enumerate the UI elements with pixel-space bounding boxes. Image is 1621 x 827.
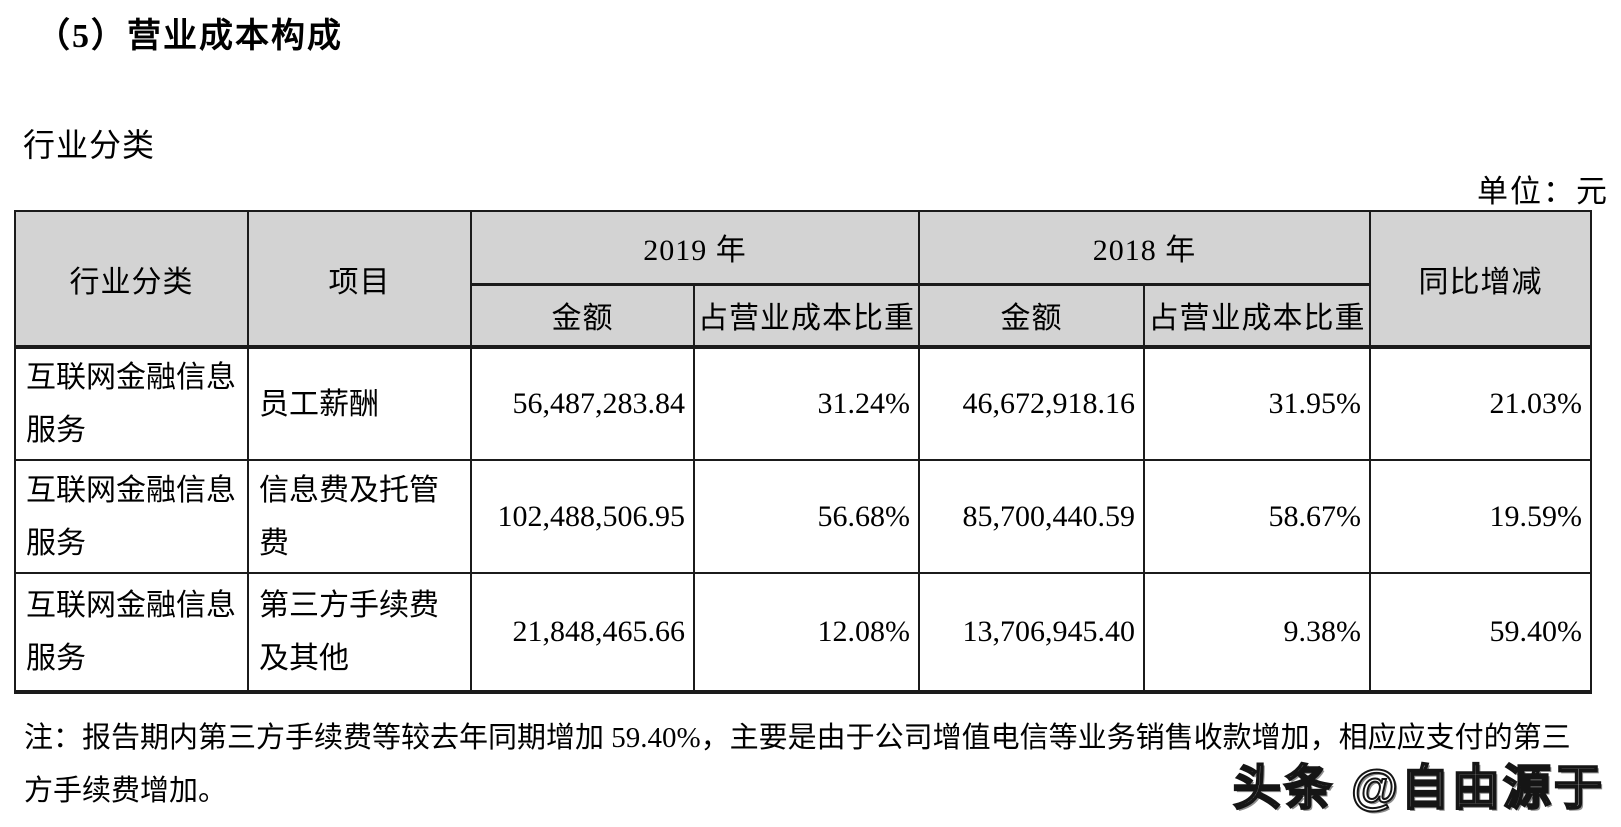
operating-cost-table: 行业分类 项目 2019 年 2018 年 同比增减 金额 占营业成本比重 金额… xyxy=(14,210,1592,694)
cell-ratio-2018: 31.95% xyxy=(1143,346,1371,461)
cell-industry: 互联网金融信息服务 xyxy=(14,459,249,574)
table-row: 互联网金融信息服务 信息费及托管费 102,488,506.95 56.68% … xyxy=(14,459,1592,574)
header-year-2018: 2018 年 xyxy=(918,210,1371,286)
page-title: （5）营业成本构成 xyxy=(36,18,343,55)
cell-industry: 互联网金融信息服务 xyxy=(14,346,249,461)
header-industry: 行业分类 xyxy=(14,210,249,349)
cell-ratio-2019: 31.24% xyxy=(693,346,920,461)
header-amount-2018: 金额 xyxy=(918,283,1145,349)
header-ratio-2018: 占营业成本比重 xyxy=(1143,283,1371,349)
cell-yoy: 21.03% xyxy=(1369,346,1592,461)
cell-amount-2019: 56,487,283.84 xyxy=(470,346,695,461)
cell-ratio-2019: 12.08% xyxy=(693,572,920,694)
cell-item: 员工薪酬 xyxy=(247,346,472,461)
cell-industry: 互联网金融信息服务 xyxy=(14,572,249,694)
cell-yoy: 19.59% xyxy=(1369,459,1592,574)
unit-label: 单位：元 xyxy=(1477,174,1609,209)
footnote-line-2: 方手续费增加。 xyxy=(24,775,228,807)
header-year-2019: 2019 年 xyxy=(470,210,920,286)
cell-yoy: 59.40% xyxy=(1369,572,1592,694)
toutiao-watermark: 头条 @自由源于 xyxy=(1232,761,1605,816)
header-yoy-change: 同比增减 xyxy=(1369,210,1592,349)
table-row: 互联网金融信息服务 员工薪酬 56,487,283.84 31.24% 46,6… xyxy=(14,346,1592,461)
header-row-years: 行业分类 项目 2019 年 2018 年 同比增减 xyxy=(14,210,1592,349)
cell-item: 信息费及托管费 xyxy=(247,459,472,574)
cell-item: 第三方手续费及其他 xyxy=(247,572,472,694)
industry-classification-label: 行业分类 xyxy=(23,127,156,163)
header-item: 项目 xyxy=(247,210,472,349)
cell-amount-2019: 21,848,465.66 xyxy=(470,572,695,694)
footnote-line-1: 注：报告期内第三方手续费等较去年同期增加 59.40%，主要是由于公司增值电信等… xyxy=(24,722,1571,754)
footnote: 注：报告期内第三方手续费等较去年同期增加 59.40%，主要是由于公司增值电信等… xyxy=(24,712,1604,818)
cell-amount-2018: 13,706,945.40 xyxy=(918,572,1145,694)
cell-amount-2018: 46,672,918.16 xyxy=(918,346,1145,461)
cell-amount-2018: 85,700,440.59 xyxy=(918,459,1145,574)
cell-ratio-2018: 9.38% xyxy=(1143,572,1371,694)
header-amount-2019: 金额 xyxy=(470,283,695,349)
header-ratio-2019: 占营业成本比重 xyxy=(693,283,920,349)
cell-ratio-2019: 56.68% xyxy=(693,459,920,574)
table-row: 互联网金融信息服务 第三方手续费及其他 21,848,465.66 12.08%… xyxy=(14,572,1592,694)
cell-amount-2019: 102,488,506.95 xyxy=(470,459,695,574)
cell-ratio-2018: 58.67% xyxy=(1143,459,1371,574)
header-row-measures: 金额 占营业成本比重 金额 占营业成本比重 xyxy=(15,283,1591,349)
